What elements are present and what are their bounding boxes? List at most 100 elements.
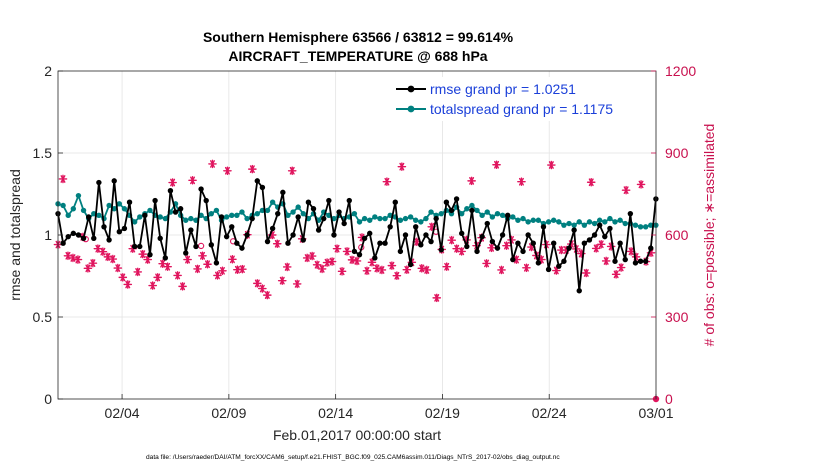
rmse-point: [361, 235, 368, 241]
rmse-point: [285, 240, 291, 246]
rmse-point: [627, 210, 634, 217]
assimilated-obs-marker: [492, 160, 501, 170]
rmse-point: [346, 197, 352, 204]
rmse-point: [489, 238, 496, 245]
totalspread-point: [208, 210, 215, 217]
rmse-point: [617, 240, 623, 246]
rmse-point: [438, 247, 444, 253]
rmse-point: [137, 243, 143, 250]
totalspread-point: [183, 217, 189, 223]
totalspread-point: [106, 202, 112, 209]
rmse-point: [632, 260, 639, 266]
rmse-point: [223, 233, 230, 240]
rmse-point: [372, 255, 378, 261]
rmse-point: [162, 255, 169, 261]
rmse-point: [234, 240, 240, 246]
totalspread-point: [530, 217, 536, 223]
y-tick-label-right: 600: [665, 227, 689, 243]
assimilated-obs-marker: [123, 280, 133, 289]
assimilated-obs-marker: [591, 244, 601, 253]
totalspread-point: [576, 219, 582, 225]
assimilated-obs-marker: [178, 282, 187, 291]
rmse-point: [80, 235, 87, 241]
assimilated-obs-marker: [253, 279, 262, 288]
totalspread-point: [223, 214, 230, 220]
rmse-point: [433, 215, 439, 222]
totalspread-point: [377, 215, 383, 222]
assimilated-obs-marker: [282, 262, 292, 272]
totalspread-point: [499, 212, 506, 219]
rmse-point: [571, 227, 577, 233]
totalspread-point: [402, 215, 409, 222]
rmse-point: [315, 227, 322, 233]
legend-spread-label: totalspread grand pr = 1.1175: [430, 101, 613, 117]
assimilated-obs-marker: [581, 268, 591, 278]
rmse-point: [341, 220, 347, 227]
totalspread-point: [131, 219, 138, 225]
assimilated-obs-marker: [387, 261, 397, 270]
y-tick-label-left: 0: [44, 391, 52, 407]
assimilated-obs-marker: [347, 255, 357, 265]
rmse-point: [402, 232, 409, 238]
rmse-point: [101, 224, 107, 230]
rmse-point: [142, 212, 148, 219]
rmse-point: [177, 206, 184, 212]
rmse-point: [607, 225, 613, 232]
assimilated-obs-marker: [586, 177, 596, 187]
rmse-point: [586, 237, 593, 243]
assimilated-obs-marker: [108, 254, 118, 264]
rmse-point: [397, 248, 404, 255]
totalspread-point: [586, 219, 593, 225]
rmse-point: [91, 235, 97, 241]
assimilated-obs-marker: [228, 255, 237, 264]
totalspread-point: [622, 220, 628, 227]
rmse-point: [392, 199, 398, 205]
rmse-point: [188, 227, 194, 233]
rmse-point: [648, 245, 654, 251]
assimilated-obs-marker: [402, 265, 412, 275]
totalspread-point: [264, 207, 271, 214]
rmse-point: [152, 197, 158, 204]
totalspread-point: [596, 217, 603, 223]
rmse-point: [310, 206, 317, 212]
totalspread-point: [556, 219, 562, 225]
rmse-point: [356, 251, 363, 258]
y-tick-label-left: 0.5: [33, 309, 53, 325]
legend-marker-rmse: [407, 85, 415, 93]
assimilated-obs-marker: [487, 243, 496, 253]
assimilated-obs-marker: [596, 239, 606, 249]
assimilated-obs-marker: [163, 262, 172, 272]
rmse-point: [377, 240, 383, 246]
rmse-point: [106, 237, 112, 243]
rmse-point: [172, 209, 179, 215]
rmse-point: [331, 232, 337, 238]
rmse-point: [596, 222, 603, 228]
assimilated-obs-marker: [601, 256, 611, 266]
rmse-point: [602, 233, 608, 240]
assimilated-obs-marker: [362, 266, 372, 276]
y-tick-label-left: 1: [44, 227, 52, 243]
assimilated-obs-marker: [148, 281, 157, 290]
assimilated-obs-marker: [312, 260, 322, 270]
assimilated-obs-marker: [198, 251, 207, 261]
assimilated-obs-marker: [327, 257, 337, 266]
rmse-point: [85, 214, 92, 220]
totalspread-point: [423, 215, 429, 222]
assimilated-obs-marker: [352, 256, 362, 266]
rmse-point: [525, 232, 531, 238]
rmse-point: [65, 233, 71, 240]
totalspread-point: [213, 207, 220, 214]
assimilated-obs-marker: [258, 284, 267, 293]
assimilated-obs-marker: [133, 267, 143, 277]
rmse-point: [448, 207, 455, 214]
assimilated-obs-marker: [447, 235, 456, 245]
rmse-point: [545, 266, 552, 273]
rmse-point: [264, 238, 271, 245]
assimilated-obs-marker: [392, 271, 402, 281]
totalspread-point: [239, 209, 245, 215]
rmse-point: [494, 245, 501, 251]
assimilated-obs-marker: [307, 251, 317, 261]
rmse-point: [280, 189, 286, 196]
x-tick-label: 02/04: [105, 405, 140, 421]
